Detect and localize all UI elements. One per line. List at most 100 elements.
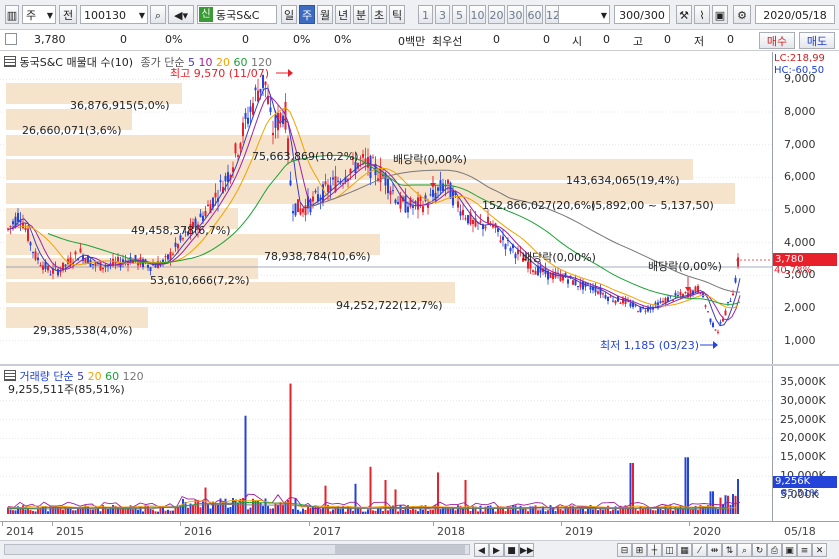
volume-bar (454, 510, 457, 514)
candle-body (367, 156, 369, 168)
volume-bar (357, 507, 359, 514)
volume-bar (32, 510, 34, 514)
list-icon[interactable]: ≡ (797, 543, 812, 557)
candle-body (64, 264, 67, 267)
period-button[interactable]: 년 (335, 5, 351, 24)
tools-icon[interactable]: ⚒ (676, 5, 692, 24)
interval-button[interactable]: 30 (507, 5, 524, 24)
low-marker-arrowhead (713, 341, 718, 349)
volume-bar (569, 506, 572, 514)
volume-bar (242, 497, 244, 514)
volume-bar (204, 487, 207, 514)
high-marker-label: 최고 9,570 (11/07) (170, 67, 269, 80)
prev-button[interactable]: 전 (59, 5, 77, 24)
candle-body (559, 273, 562, 281)
scroll-left-button[interactable]: ◀ (474, 543, 489, 557)
candle-body (527, 261, 529, 269)
interval-button[interactable]: 10 (469, 5, 486, 24)
close-icon[interactable]: ✕ (812, 543, 827, 557)
interval-input[interactable]: ▼ (558, 5, 610, 24)
interval-button[interactable]: 1 (418, 5, 433, 24)
interval-button[interactable]: 20 (488, 5, 505, 24)
search-icon[interactable]: ⌕ (737, 543, 752, 557)
candle-body (212, 197, 214, 208)
refresh-icon[interactable]: ↻ (752, 543, 767, 557)
volume-bar (54, 505, 57, 514)
scrollbar-thumb[interactable] (335, 545, 465, 554)
interval-button[interactable]: 60 (526, 5, 543, 24)
volume-bar (189, 503, 192, 514)
interval-button[interactable]: 3 (435, 5, 450, 24)
save-icon[interactable]: ▣ (782, 543, 797, 557)
volume-bar (699, 505, 702, 514)
scroll-right-button[interactable]: ▶▶ (519, 543, 534, 557)
line-icon[interactable]: ⁄ (692, 543, 707, 557)
chart-type-icon[interactable]: ⌇ (694, 5, 710, 24)
play-button[interactable]: ▶ (489, 543, 504, 557)
checkbox[interactable] (5, 33, 17, 45)
period-button[interactable]: 주 (299, 5, 315, 24)
period-button[interactable]: 초 (371, 5, 387, 24)
mode-select[interactable]: 주 ▼ (22, 5, 56, 24)
volume-profile-bar (6, 83, 182, 104)
period-button[interactable]: 월 (317, 5, 333, 24)
candle-body (287, 138, 289, 156)
candle-body (244, 112, 247, 119)
price-pane[interactable]: 최고 9,570 (11/07) 최저 1,185 (03/23) 배당락(0,00… (0, 52, 772, 364)
volume-bar (302, 508, 304, 514)
period-button[interactable]: 틱 (389, 5, 405, 24)
candle-body (194, 218, 197, 228)
code-input[interactable]: 100130 ▼ (80, 5, 148, 24)
compare-icon[interactable]: ⇅ (722, 543, 737, 557)
candle-body (27, 228, 29, 241)
volume-bar (627, 508, 629, 514)
stop-button[interactable]: ■ (504, 543, 519, 557)
search-icon[interactable]: ⌕ (150, 5, 166, 24)
crosshair-icon[interactable]: ┼ (647, 543, 662, 557)
volume-pane[interactable]: 거래량 단순 5 20 60 120 9,255,511주(85,51%) (0, 366, 772, 521)
volume-value: 0 (242, 33, 249, 46)
sell-button[interactable]: 매도 (799, 32, 835, 49)
volume-bar (659, 508, 662, 514)
print-icon[interactable]: ⎙ (767, 543, 782, 557)
ruler-icon[interactable]: ⇹ (707, 543, 722, 557)
candle-body (239, 143, 242, 149)
volume-bar (372, 510, 374, 514)
window-icon[interactable]: ▥ (5, 5, 19, 24)
scrollbar-track[interactable] (4, 544, 470, 555)
volume-bar (394, 489, 397, 514)
count-field[interactable]: 300/300 (614, 5, 670, 24)
pane-splitter[interactable] (0, 364, 839, 366)
speaker-icon[interactable]: ◀▾ (168, 5, 194, 24)
ma120-label: 120 (251, 56, 273, 69)
interval-button[interactable]: 5 (452, 5, 467, 24)
buy-button[interactable]: 매수 (759, 32, 795, 49)
zoom-in-icon[interactable]: ⊞ (632, 543, 647, 557)
dividend-label: 배당락(0,00%) (393, 153, 467, 166)
settings-gear-icon[interactable]: ⚙ (733, 5, 751, 24)
candle-body (694, 286, 697, 292)
volume-bar (529, 506, 532, 514)
candle-body (592, 286, 594, 291)
low-value: 0 (727, 33, 734, 46)
price-axis-line (772, 52, 773, 364)
volume-bar (457, 505, 459, 514)
chevron-down-icon: ▼ (46, 11, 53, 20)
candle-body (24, 228, 27, 231)
date-field[interactable]: 2020/05/18 (755, 5, 835, 24)
candle-body (662, 300, 664, 303)
candle-body (384, 173, 387, 186)
period-button[interactable]: 분 (353, 5, 369, 24)
stock-name-field[interactable]: 신 동국S&C (197, 5, 277, 24)
period-button[interactable]: 일 (281, 5, 297, 24)
volume-bar (719, 497, 722, 514)
period-icon[interactable]: ◫ (662, 543, 677, 557)
volume-bar (184, 501, 187, 514)
zoom-out-icon[interactable]: ⊟ (617, 543, 632, 557)
candle-body (437, 187, 439, 191)
save-icon[interactable]: ▣ (712, 5, 728, 24)
grid-icon[interactable]: ▦ (677, 543, 692, 557)
candle-body (622, 298, 624, 304)
volume-bar (562, 510, 564, 514)
volume-bar (217, 504, 219, 514)
